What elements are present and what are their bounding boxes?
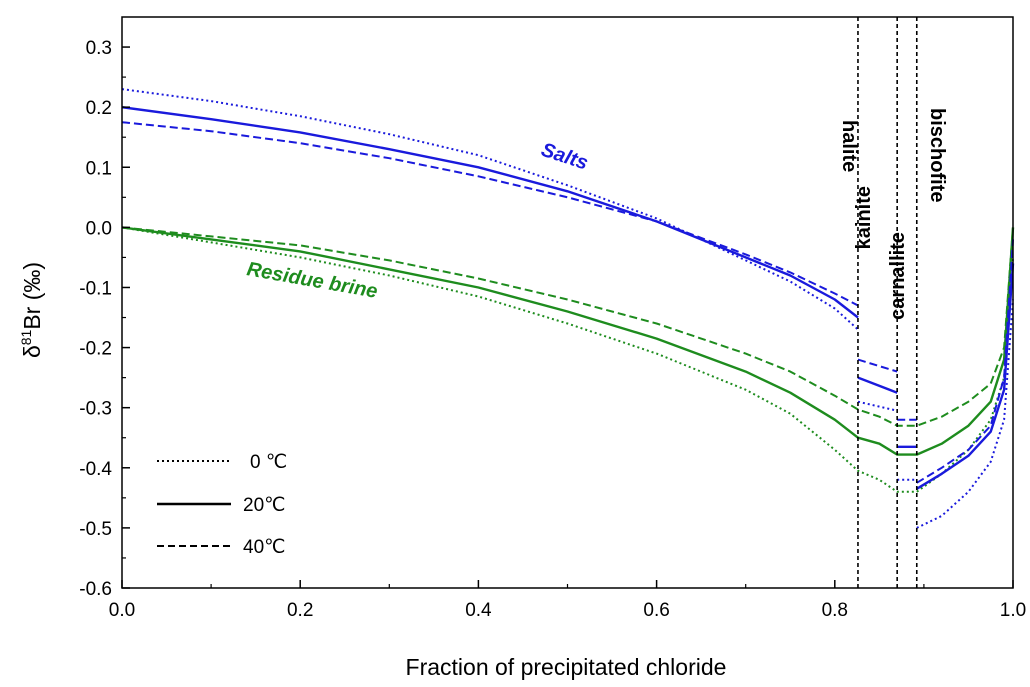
salts-series-20c (121, 106, 859, 319)
y-tick-label: 0.1 (86, 158, 112, 179)
legend-label-20c: 20℃ (243, 495, 285, 516)
phase-label-kainite: kainite (853, 186, 875, 249)
x-tick-label: 0.0 (109, 600, 135, 621)
x-tick-label: 0.6 (643, 600, 669, 621)
phase-label-carnallite: carnallite (887, 232, 909, 320)
phase-label-halite: halite (838, 120, 860, 172)
y-axis-title-main: Br (‰) (19, 262, 45, 330)
y-tick-label: 0.0 (86, 218, 112, 239)
y-tick-label: 0.2 (86, 98, 112, 119)
x-tick-label: 0.4 (465, 600, 492, 621)
x-tick-label: 0.2 (287, 600, 313, 621)
salts-series-40c (121, 121, 859, 307)
salts-series-20c (857, 376, 898, 394)
y-axis-title-prefix: δ (19, 345, 45, 358)
y-axis-title: δ81Br (‰) (18, 262, 45, 358)
y-axis: 0.3 0.2 0.1 0.0 -0.1 -0.2 -0.3 -0.4 -0.5 -0.6 (79, 38, 130, 600)
legend: 0 ℃ 20℃ 40℃ (157, 452, 287, 558)
y-tick-label: -0.3 (79, 399, 112, 420)
legend-label-40c: 40℃ (243, 537, 285, 558)
salts-series-0c (121, 88, 859, 331)
salts-series-40c (916, 239, 1014, 484)
x-tick-label: 1.0 (1000, 600, 1026, 621)
y-tick-label: -0.6 (79, 579, 112, 600)
y-tick-label: -0.5 (79, 519, 112, 540)
series-layer (121, 88, 1015, 529)
y-tick-label: 0.3 (86, 38, 112, 59)
legend-label-0c: 0 ℃ (250, 452, 287, 473)
y-axis-title-superscript: 81 (18, 329, 34, 345)
brine-series-40c (121, 226, 1014, 427)
salts-series-20c (916, 263, 1015, 490)
salts-series-0c (916, 299, 1014, 529)
y-tick-label: -0.4 (79, 459, 112, 480)
x-axis: 0.0 0.2 0.4 0.6 0.8 1.0 (109, 580, 1026, 621)
y-tick-label: -0.1 (79, 278, 112, 299)
y-tick-label: -0.2 (79, 339, 112, 360)
salts-series-40c (857, 358, 898, 373)
x-tick-label: 0.8 (822, 600, 848, 621)
residue-brine-label: Residue brine (245, 258, 379, 303)
salts-series-0c (857, 400, 898, 412)
x-axis-title: Fraction of precipitated chloride (406, 654, 727, 680)
salts-label: Salts (538, 139, 590, 175)
brine-series-20c (121, 226, 1015, 456)
phase-label-bischofite: bischofite (926, 108, 948, 202)
phase-labels: halite kainite carnallite bischofite (838, 108, 948, 320)
